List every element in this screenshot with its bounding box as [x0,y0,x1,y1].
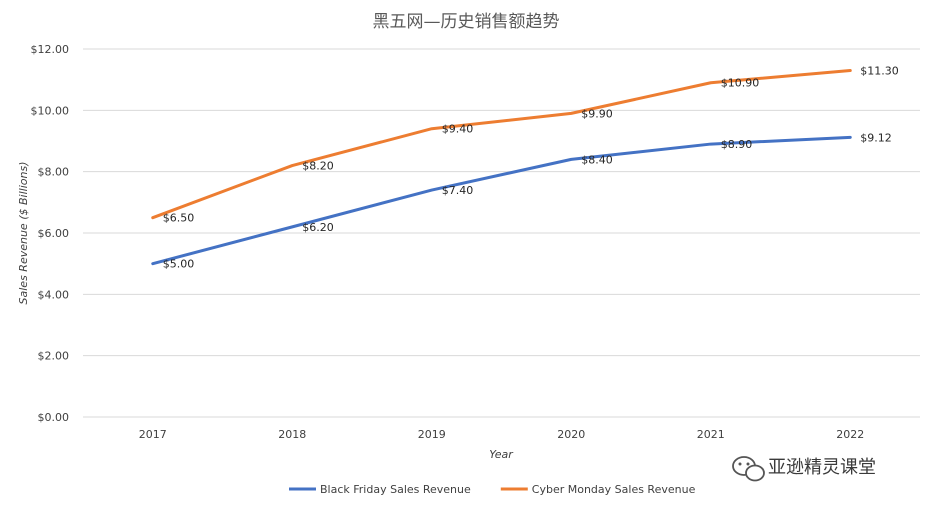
data-label: $8.20 [302,160,334,173]
data-label: $5.00 [163,258,195,271]
data-label: $9.12 [860,131,892,144]
data-label: $10.90 [721,77,760,90]
data-label: $9.90 [581,107,613,120]
data-label: $6.20 [302,221,334,234]
y-axis-ticks: $0.00 $2.00 $4.00 $6.00 $8.00 $10.00 $12.00 [31,43,70,424]
y-tick-label: $4.00 [38,288,70,301]
watermark-text: 亚逊精灵课堂 [768,457,876,478]
legend-label: Black Friday Sales Revenue [320,483,471,496]
series-line-2 [151,68,852,220]
legend: Black Friday Sales Revenue Cyber Monday S… [289,483,696,496]
x-tick-label: 2017 [139,428,167,441]
data-label: $8.90 [721,138,753,151]
data-label: $8.40 [581,153,613,166]
x-tick-label: 2018 [278,428,306,441]
data-label: $7.40 [442,184,474,197]
x-axis-label: Year [489,448,514,461]
y-tick-label: $2.00 [38,350,70,363]
x-tick-label: 2021 [697,428,725,441]
series-lines [151,68,852,266]
chart-title: 黑五网—历史销售额趋势 [373,12,560,32]
y-axis-label: Sales Revenue ($ Billions) [17,162,30,305]
wechat-icon [732,456,765,482]
data-labels: $5.00 $6.20 $7.40 $8.40 $8.90 $9.12 $6.50 $8.20… [163,64,899,270]
y-tick-label: $0.00 [38,411,70,424]
x-tick-label: 2019 [418,428,446,441]
y-tick-label: $6.00 [38,227,70,240]
y-tick-label: $8.00 [38,166,70,179]
data-label: $6.50 [163,212,195,225]
data-label: $11.30 [860,64,899,77]
x-tick-label: 2022 [836,428,864,441]
data-label: $9.40 [442,123,474,136]
watermark: 亚逊精灵课堂 [732,456,876,482]
series-line-1 [151,135,852,266]
x-tick-label: 2020 [557,428,585,441]
x-axis-ticks: 2017 2018 2019 2020 2021 2022 [139,428,865,441]
y-tick-label: $12.00 [31,43,70,56]
y-tick-label: $10.00 [31,104,70,117]
gridlines [83,48,920,418]
legend-label: Cyber Monday Sales Revenue [532,483,696,496]
